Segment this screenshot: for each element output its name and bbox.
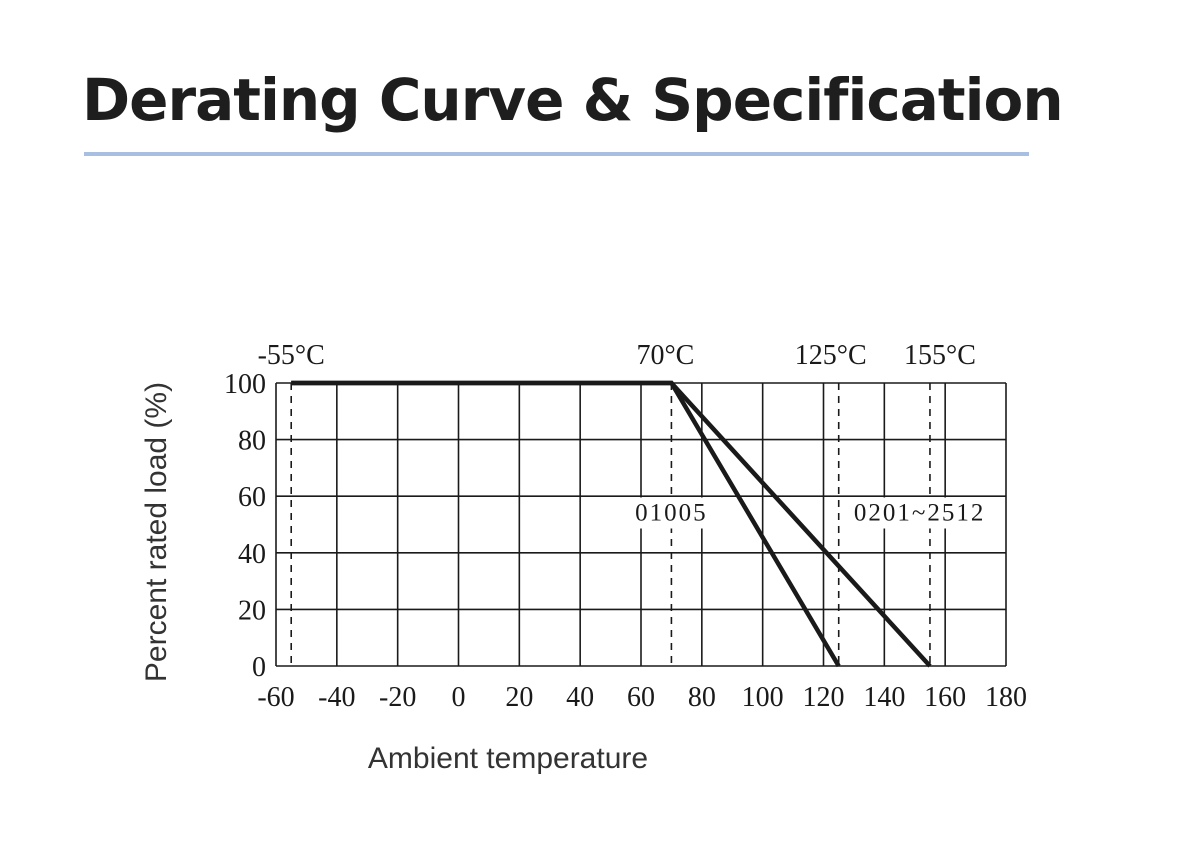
page-title: Derating Curve & Specification [82, 66, 1064, 134]
reference-line-label: 125°C [795, 340, 867, 371]
x-tick-label: 140 [863, 682, 905, 713]
y-tick-label: 100 [224, 369, 266, 400]
y-tick-label: 80 [238, 426, 266, 457]
x-tick-label: -40 [318, 682, 355, 713]
x-tick-label: 180 [985, 682, 1027, 713]
x-tick-label: 160 [924, 682, 966, 713]
title-divider [84, 152, 1029, 156]
series-line [291, 380, 841, 668]
series-label-bg [847, 497, 992, 529]
x-tick-label: -60 [257, 682, 294, 713]
series-label: 0201~2512 [854, 500, 986, 527]
series-line [291, 380, 932, 668]
reference-line-label: -55°C [258, 340, 325, 371]
series-label: 01005 [635, 500, 708, 527]
x-tick-label: 80 [688, 682, 716, 713]
x-tick-label: 40 [566, 682, 594, 713]
reference-line-label: 70°C [636, 340, 694, 371]
x-tick-label: 20 [505, 682, 533, 713]
y-tick-label: 20 [238, 595, 266, 626]
series-layer [291, 380, 932, 668]
x-tick-label: 60 [627, 682, 655, 713]
y-axis-title: Percent rated load (%) [140, 382, 173, 682]
reference-lines [290, 383, 931, 666]
x-tick-label: 100 [742, 682, 784, 713]
x-axis-title: Ambient temperature [368, 742, 648, 775]
reference-line-label: 155°C [904, 340, 976, 371]
y-tick-label: 60 [238, 482, 266, 513]
x-tick-label: 120 [803, 682, 845, 713]
x-tick-label: -20 [379, 682, 416, 713]
x-tick-label: 0 [452, 682, 466, 713]
series-label-bg [629, 497, 714, 529]
y-tick-label: 40 [238, 539, 266, 570]
text-layer: -60 -40 -20 0 20 40 60 80 100 120 140 160 180 0 20 40 60… [140, 340, 1027, 775]
y-tick-label: 0 [252, 652, 266, 683]
